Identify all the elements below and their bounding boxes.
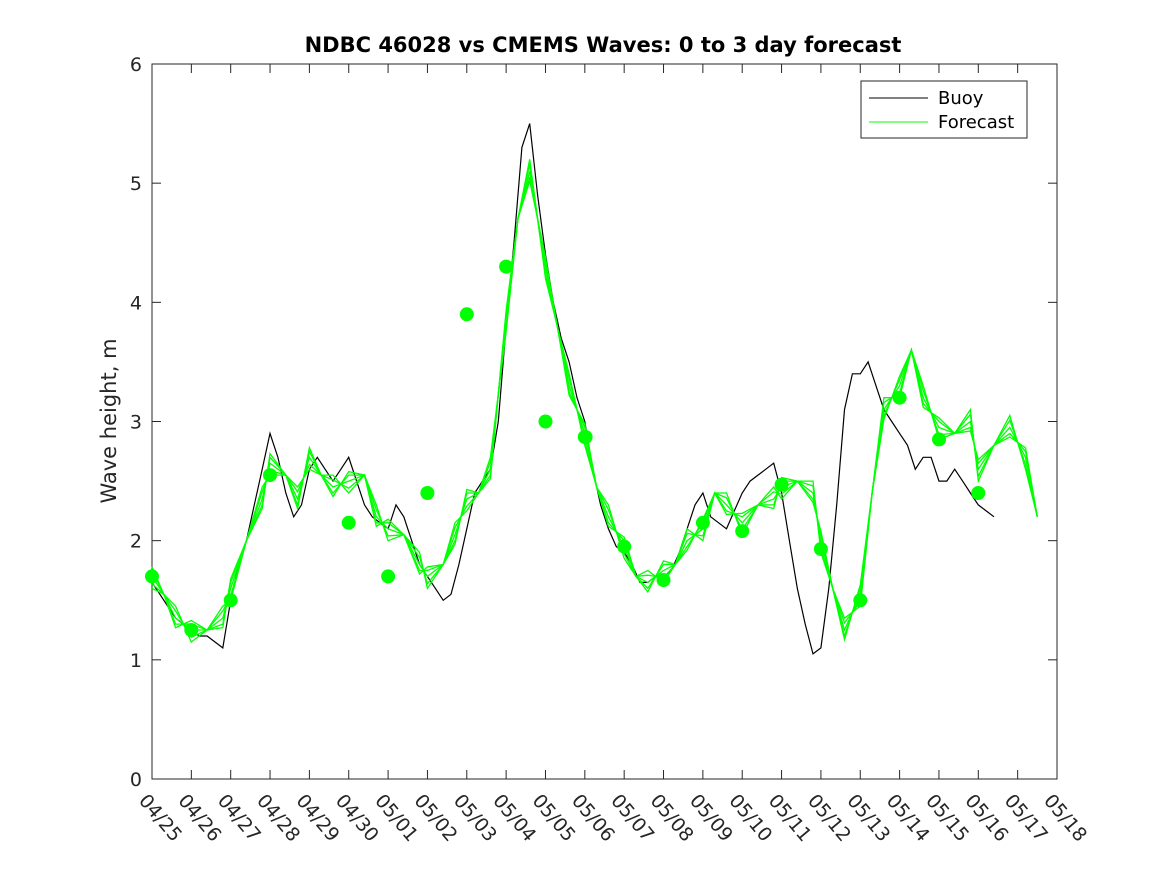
x-tick-label: 04/29: [292, 790, 344, 846]
legend-box: [860, 80, 1028, 139]
x-tick-label: 05/01: [370, 790, 422, 846]
x-tick-label: 05/03: [449, 790, 501, 846]
forecast-start-point: [774, 477, 789, 492]
forecast-start-point: [459, 307, 474, 322]
x-tick-label: 05/02: [410, 790, 462, 846]
y-axis: 0 1 2 3 4 5 6: [130, 54, 1057, 791]
forecast-start-point: [578, 430, 593, 444]
x-tick-label: 05/08: [646, 790, 698, 846]
forecast-start-point: [735, 524, 750, 539]
y-tick-label: 3: [130, 412, 142, 434]
chart-title: NDBC 46028 vs CMEMS Waves: 0 to 3 day fo…: [305, 33, 902, 57]
forecast-start-point: [538, 414, 553, 429]
legend-entry-forecast: Forecast: [938, 112, 1014, 133]
forecast-start-point: [499, 259, 514, 274]
x-tick-label: 04/30: [331, 790, 383, 846]
y-tick-label: 1: [130, 650, 142, 672]
y-tick-label: 2: [130, 531, 142, 553]
forecast-start-point: [617, 539, 632, 554]
forecast-start-point: [145, 569, 159, 584]
y-tick-label: 0: [130, 769, 142, 791]
legend: Buoy Forecast: [860, 80, 1028, 139]
x-tick-label: 05/12: [803, 790, 855, 846]
x-tick-label: 05/09: [685, 790, 737, 846]
plot-area: [145, 63, 1058, 780]
forecast-start-point: [223, 593, 238, 608]
forecast-start-point: [853, 593, 868, 608]
forecast-start-point: [656, 573, 671, 587]
y-tick-label: 4: [130, 292, 142, 314]
x-tick-label: 04/27: [213, 790, 265, 846]
x-tick-label: 05/17: [1000, 790, 1052, 846]
forecast-start-point: [971, 486, 986, 500]
x-tick-label: 05/15: [921, 790, 973, 846]
x-tick-label: 05/14: [882, 790, 934, 846]
x-tick-label: 04/25: [134, 790, 186, 846]
forecast-start-point: [420, 486, 435, 500]
x-tick-label: 05/06: [567, 790, 619, 846]
axes-box: [151, 63, 1058, 780]
series-line-forecast: [151, 180, 1038, 643]
y-tick-label: 6: [130, 54, 142, 76]
forecast-start-point: [932, 432, 946, 447]
x-tick-label: 05/04: [488, 790, 540, 846]
forecast-start-point: [341, 515, 356, 530]
x-tick-label: 05/16: [960, 790, 1012, 846]
x-tick-label: 04/28: [252, 790, 304, 846]
x-tick-label: 05/18: [1039, 790, 1091, 846]
series-line-forecast: [151, 159, 1038, 644]
y-tick-label: 5: [130, 173, 142, 195]
series-line-buoy: [151, 123, 995, 655]
forecast-start-point: [813, 542, 828, 556]
x-tick-label: 05/07: [606, 790, 658, 846]
forecast-start-point: [892, 390, 907, 405]
forecast-start-point: [695, 515, 710, 530]
forecast-start-point: [381, 569, 396, 584]
x-tick-label: 05/05: [528, 790, 580, 846]
x-tick-label: 05/11: [764, 790, 816, 846]
forecast-start-point: [184, 623, 199, 637]
x-tick-label: 05/13: [842, 790, 894, 846]
legend-entry-buoy: Buoy: [938, 88, 984, 109]
forecast-start-point: [263, 468, 277, 483]
series-line-forecast: [151, 177, 1038, 639]
x-tick-label: 05/10: [724, 790, 776, 846]
y-axis-label: Wave height, m: [97, 338, 121, 503]
x-tick-label: 04/26: [174, 790, 226, 846]
